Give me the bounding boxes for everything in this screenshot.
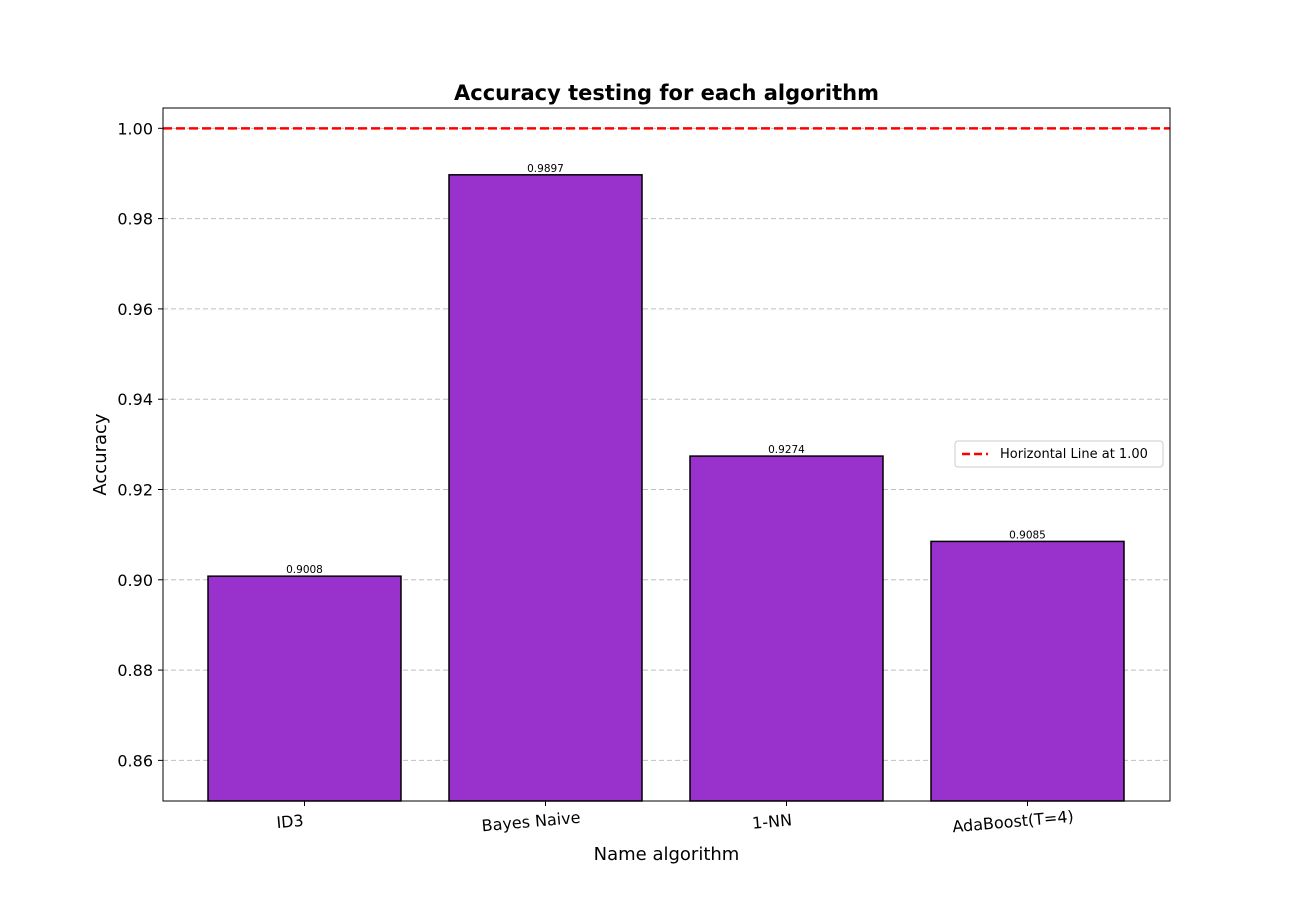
data-label: 0.9085 <box>1009 529 1046 541</box>
bar-1-nn <box>689 455 884 802</box>
x-tick-label: Bayes Naive <box>481 808 581 836</box>
legend-entry-label: Horizontal Line at 1.00 <box>1000 447 1148 462</box>
data-label: 0.9008 <box>286 564 323 576</box>
y-axis-ticks: 0.86 0.88 0.90 0.92 0.94 0.96 0.98 1.00 <box>117 119 163 770</box>
y-tick-label: 1.00 <box>117 119 153 138</box>
chart-title: Accuracy testing for each algorithm <box>454 81 879 105</box>
bar-adaboost-t-4- <box>930 540 1125 802</box>
y-tick-label: 0.90 <box>117 571 153 590</box>
x-tick-label: 1-NN <box>751 810 792 832</box>
legend-box <box>954 440 1164 468</box>
y-tick-label: 0.86 <box>117 751 153 770</box>
y-axis-label: Accuracy <box>90 413 111 496</box>
y-tick-label: 0.96 <box>117 300 153 319</box>
x-tick-label: AdaBoost(T=4) <box>952 807 1075 837</box>
bar-bayes-naive <box>448 174 643 802</box>
y-tick-label: 0.88 <box>117 661 153 680</box>
x-axis-ticks: ID3 Bayes Naive 1-NN AdaBoost(T=4) <box>276 801 1075 837</box>
data-label: 0.9274 <box>768 444 805 456</box>
y-tick-label: 0.94 <box>117 390 153 409</box>
data-labels: 0.9008 0.9897 0.9274 0.9085 <box>286 163 1046 576</box>
data-label: 0.9897 <box>527 163 564 175</box>
y-tick-label: 0.92 <box>117 480 153 499</box>
y-tick-label: 0.98 <box>117 210 153 229</box>
x-tick-label: ID3 <box>276 811 305 832</box>
plot-frame <box>162 107 1171 802</box>
bars <box>207 174 1125 802</box>
bar-id3 <box>207 575 402 802</box>
x-axis-label: Name algorithm <box>594 844 740 865</box>
legend: Horizontal Line at 1.00 <box>954 440 1164 468</box>
